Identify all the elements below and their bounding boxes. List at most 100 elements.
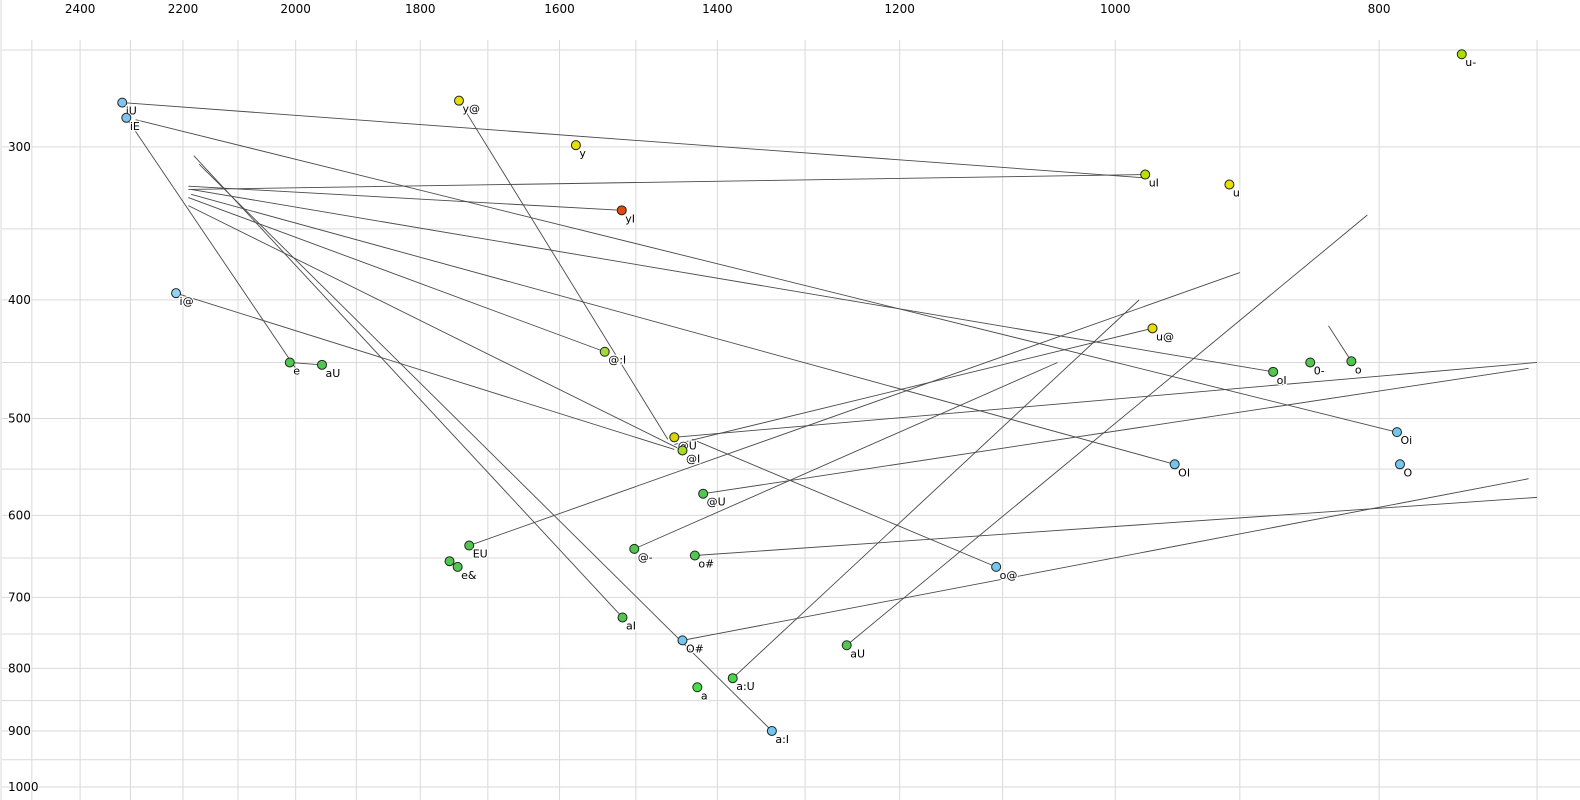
trajectory-line: [135, 119, 1398, 433]
trajectory-line: [190, 193, 1175, 465]
vowel-point[interactable]: [452, 561, 463, 572]
vowel-point[interactable]: [444, 556, 455, 567]
vowel-point[interactable]: [727, 673, 738, 684]
vowel-point[interactable]: [698, 488, 709, 499]
vowel-label: iE: [130, 120, 140, 133]
trajectory-line: [1328, 325, 1352, 362]
x-tick-label: 1600: [544, 2, 575, 16]
vowel-label: a:U: [736, 680, 755, 693]
trajectory-line: [732, 299, 1140, 679]
vowel-point[interactable]: [617, 612, 628, 623]
vowel-point[interactable]: [629, 543, 640, 554]
vowel-point[interactable]: [1224, 179, 1235, 190]
vowel-point[interactable]: [991, 561, 1002, 572]
vowel-point[interactable]: [1147, 323, 1158, 334]
vowel-label: a: [701, 689, 708, 702]
y-tick-label: 700: [8, 590, 31, 604]
vowel-point[interactable]: [121, 112, 132, 123]
vowel-label: i@: [180, 295, 194, 308]
vowel-label: e&: [461, 569, 477, 582]
trajectory-line: [692, 438, 997, 568]
vowel-point[interactable]: [677, 635, 688, 646]
vowel-point[interactable]: [841, 640, 852, 651]
vowel-label: EU: [473, 548, 488, 561]
vowel-label: @-: [638, 551, 653, 564]
trajectory-line: [193, 155, 623, 618]
trajectory-line: [188, 174, 1146, 190]
trajectory-line: [125, 117, 297, 369]
trajectory-line: [634, 362, 1058, 550]
vowel-point[interactable]: [1456, 49, 1467, 60]
vowel-point[interactable]: [453, 95, 464, 106]
x-tick-label: 2200: [168, 2, 199, 16]
vowel-label: uI: [1149, 177, 1159, 190]
trajectory-line: [682, 478, 1529, 641]
x-tick-label: 800: [1368, 2, 1391, 16]
vowel-point[interactable]: [599, 346, 610, 357]
vowel-label: u-: [1465, 56, 1476, 69]
vowel-point[interactable]: [1268, 366, 1279, 377]
vowel-point[interactable]: [1169, 459, 1180, 470]
trajectory-line: [188, 205, 683, 451]
vowel-point[interactable]: [1346, 356, 1357, 367]
vowel-label: Oi: [1400, 434, 1412, 447]
vowel-label: o@: [1000, 569, 1018, 582]
trajectory-line: [122, 102, 1146, 179]
vowel-label: @U: [707, 496, 726, 509]
vowel-point[interactable]: [464, 540, 475, 551]
trajectory-line: [198, 164, 773, 732]
vowel-point[interactable]: [692, 682, 703, 693]
vowel-label: OI: [1178, 466, 1190, 479]
vowel-point[interactable]: [616, 205, 627, 216]
trajectory-line: [289, 362, 321, 366]
vowel-label: u@: [1156, 330, 1174, 343]
vowel-point[interactable]: [1391, 427, 1402, 438]
x-tick-label: 2000: [280, 2, 311, 16]
vowel-label: 0-: [1314, 364, 1325, 377]
y-tick-label: 1000: [8, 780, 39, 794]
x-tick-label: 1800: [405, 2, 436, 16]
vowel-label: aU: [850, 647, 865, 660]
vowel-label: aU: [325, 367, 340, 380]
vowel-point[interactable]: [117, 97, 128, 108]
trajectory-line: [188, 197, 605, 353]
vowel-label: e: [293, 364, 300, 377]
vowel-label: oI: [1277, 374, 1287, 387]
vowel-label: O: [1403, 466, 1412, 479]
vowel-point[interactable]: [1394, 459, 1405, 470]
y-tick-label: 600: [8, 508, 31, 522]
vowel-point[interactable]: [570, 140, 581, 151]
vowel-point[interactable]: [1305, 357, 1316, 368]
trajectory-line: [458, 100, 669, 440]
vowel-label: @I: [686, 452, 700, 465]
trajectory-line: [703, 367, 1529, 495]
vowel-label: a:I: [775, 733, 789, 746]
vowel-point[interactable]: [1140, 169, 1151, 180]
trajectory-line: [694, 496, 1538, 556]
y-tick-label: 900: [8, 724, 31, 738]
vowel-point[interactable]: [171, 288, 182, 299]
trajectory-line: [175, 292, 675, 450]
trajectory-line: [469, 272, 1240, 546]
vowel-label: o: [1355, 363, 1362, 376]
trajectory-line: [674, 362, 1538, 438]
x-tick-label: 2400: [65, 2, 96, 16]
vowel-point[interactable]: [677, 445, 688, 456]
vowel-point[interactable]: [284, 357, 295, 368]
trajectory-line: [188, 185, 622, 211]
vowel-label: o#: [698, 557, 714, 570]
vowel-point[interactable]: [316, 359, 327, 370]
y-tick-label: 800: [8, 661, 31, 675]
y-tick-label: 400: [8, 293, 31, 307]
vowel-point[interactable]: [689, 550, 700, 561]
vowel-label: O#: [686, 642, 704, 655]
trajectory-line: [191, 189, 1274, 373]
vowel-point[interactable]: [669, 432, 680, 443]
trajectory-line: [674, 327, 1153, 445]
vowel-label: @:I: [608, 354, 626, 367]
vowel-point[interactable]: [766, 725, 777, 736]
vowel-label: yI: [625, 212, 635, 225]
trajectory-line: [846, 214, 1368, 646]
